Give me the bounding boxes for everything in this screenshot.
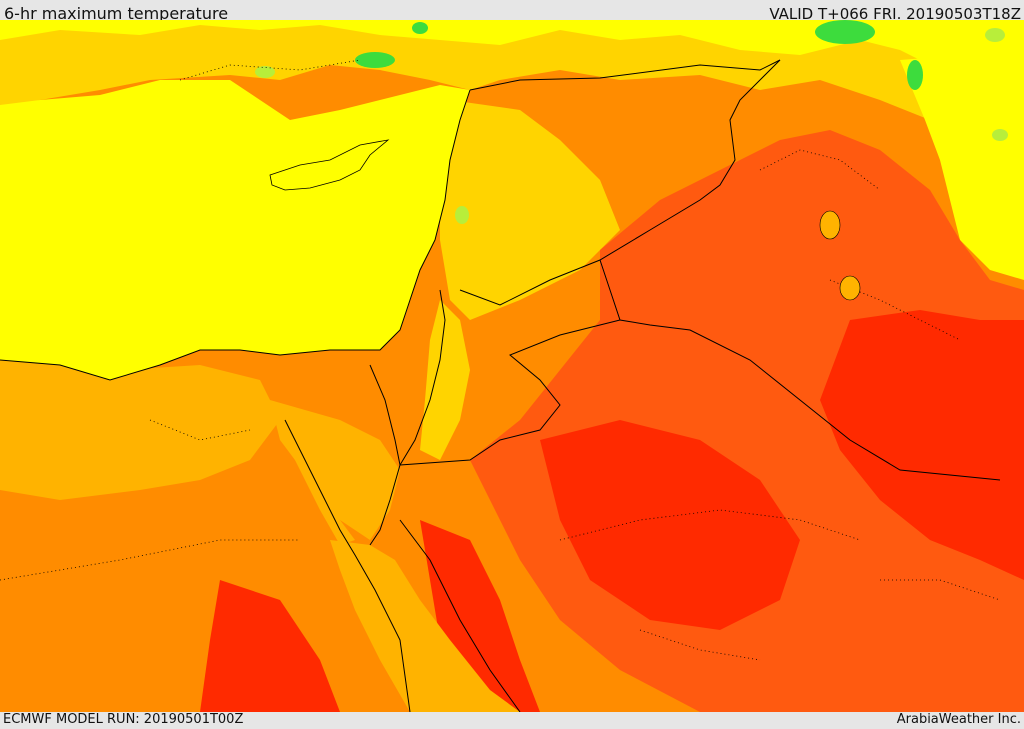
lake-2 [839,275,861,301]
brand-label: ArabiaWeather Inc. [896,712,1021,727]
jordan-river-border [399,289,446,466]
iraq-saudi-border [599,259,1001,481]
valid-time-label: VALID T+066 FRI. 20190503T18Z [769,5,1021,23]
cool-patch-2 [412,22,428,34]
lake-1 [819,210,841,240]
province-line-8 [179,59,361,81]
province-line-5 [829,279,961,341]
saudi-red-zone [540,420,800,630]
cool-patch-3 [255,66,275,78]
egypt-north-light-zone [0,360,280,500]
north-cool-zone [0,20,1024,90]
turkey-syria-border [469,59,781,91]
province-line-1 [0,539,300,581]
egypt-israel-border [369,364,401,466]
syria-east-border [459,59,781,306]
province-line-2 [559,509,861,541]
turkey-warm-zone [0,20,1024,160]
header-bar: 6-hr maximum temperature VALID T+066 FRI… [0,0,1024,23]
cool-patch-8 [455,206,469,224]
jordan-valley-light-zone [420,300,470,460]
northeast-yellow-zone [900,50,1024,280]
temperature-map [0,20,1024,712]
province-lines [0,59,1001,661]
red-sea [330,540,520,712]
cool-patch-6 [985,28,1005,42]
cool-patch-4 [815,20,875,44]
red-sea-east-coast [399,519,521,712]
model-run-label: ECMWF MODEL RUN: 20190501T00Z [3,712,244,727]
coastline-east-med [0,89,471,381]
sinai-light-zone [270,400,400,540]
cool-patch-5 [907,60,923,90]
cyprus [269,139,390,191]
levant-yellow-zone [440,100,620,320]
gulf-of-suez [285,420,355,545]
jordan-saudi-border [399,319,621,466]
province-line-3 [880,579,1001,601]
map-title: 6-hr maximum temperature [4,4,229,23]
footer-bar: ECMWF MODEL RUN: 20190501T00Z ArabiaWeat… [0,712,1024,729]
red-sea-west-coast [284,419,411,712]
country-borders [0,59,1001,712]
gulf-aqaba-coast [369,464,401,546]
egypt-south-red-zone [200,580,340,712]
cool-patch-1 [355,52,395,68]
cool-patch-7 [992,129,1008,141]
eastern-red-zone [820,310,1024,580]
